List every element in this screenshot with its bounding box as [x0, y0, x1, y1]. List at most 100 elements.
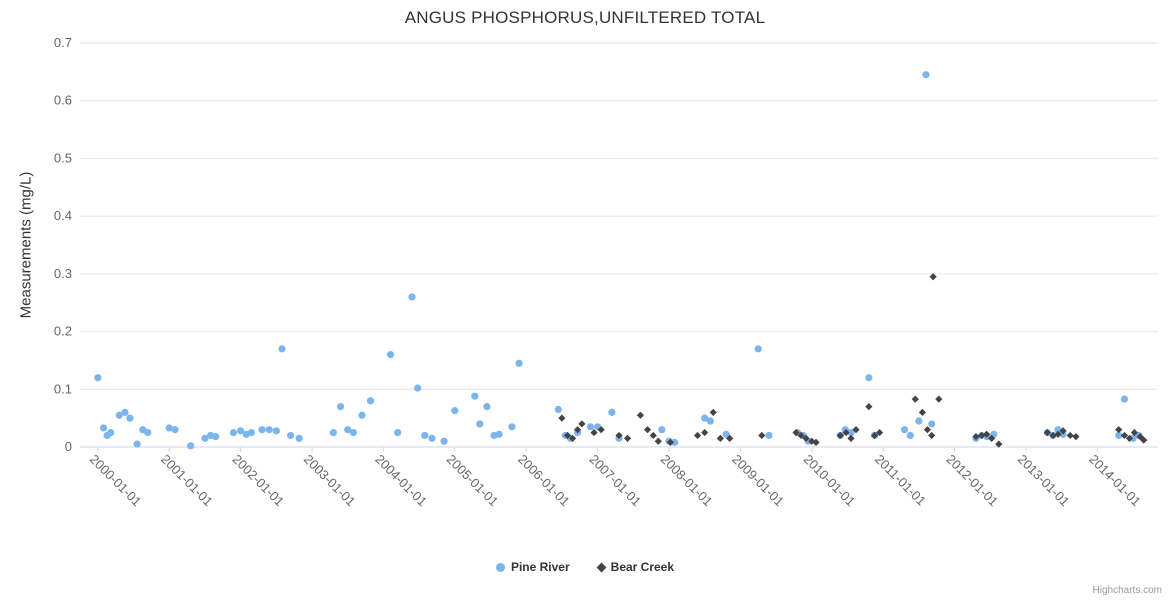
data-point-pine-river[interactable]: [847, 428, 855, 437]
data-point-bear-creek[interactable]: [802, 434, 810, 442]
data-point-pine-river[interactable]: [1120, 395, 1129, 403]
data-point-bear-creek[interactable]: [1140, 436, 1148, 444]
data-point-bear-creek[interactable]: [1125, 434, 1134, 442]
highcharts-credit[interactable]: Highcharts.com: [1092, 585, 1162, 596]
data-point-bear-creek[interactable]: [1115, 426, 1123, 434]
data-point-pine-river[interactable]: [658, 426, 666, 434]
data-point-pine-river[interactable]: [358, 411, 366, 419]
data-point-pine-river[interactable]: [386, 351, 395, 359]
data-point-pine-river[interactable]: [428, 434, 436, 442]
data-point-pine-river[interactable]: [440, 437, 448, 445]
data-point-pine-river[interactable]: [394, 428, 402, 437]
data-point-bear-creek[interactable]: [870, 431, 879, 440]
data-point-bear-creek[interactable]: [590, 428, 598, 437]
data-point-pine-river[interactable]: [586, 423, 595, 431]
data-point-bear-creek[interactable]: [573, 426, 582, 434]
data-point-pine-river[interactable]: [1115, 431, 1123, 440]
data-point-pine-river[interactable]: [171, 426, 179, 434]
data-point-bear-creek[interactable]: [911, 395, 919, 403]
data-point-bear-creek[interactable]: [836, 431, 844, 440]
data-point-pine-river[interactable]: [349, 428, 358, 437]
data-point-bear-creek[interactable]: [643, 426, 652, 434]
data-point-pine-river[interactable]: [201, 434, 209, 442]
data-point-bear-creek[interactable]: [709, 408, 717, 416]
data-point-pine-river[interactable]: [94, 374, 102, 382]
data-point-pine-river[interactable]: [754, 345, 762, 353]
data-point-pine-river[interactable]: [187, 442, 195, 450]
data-point-pine-river[interactable]: [258, 426, 266, 434]
data-point-bear-creek[interactable]: [928, 431, 936, 440]
data-point-bear-creek[interactable]: [578, 420, 586, 428]
data-point-pine-river[interactable]: [495, 430, 503, 438]
data-point-pine-river[interactable]: [165, 424, 173, 432]
data-point-bear-creek[interactable]: [1130, 428, 1139, 437]
data-point-bear-creek[interactable]: [792, 428, 800, 437]
data-point-bear-creek[interactable]: [847, 434, 855, 442]
data-point-bear-creek[interactable]: [978, 431, 986, 440]
data-point-bear-creek[interactable]: [1066, 431, 1074, 440]
data-point-pine-river[interactable]: [671, 438, 679, 446]
data-point-bear-creek[interactable]: [636, 411, 645, 419]
data-point-bear-creek[interactable]: [797, 431, 805, 440]
data-point-bear-creek[interactable]: [558, 414, 566, 422]
data-point-bear-creek[interactable]: [654, 437, 662, 445]
data-point-pine-river[interactable]: [212, 433, 220, 441]
data-point-pine-river[interactable]: [336, 403, 345, 411]
legend-item-bear-creek[interactable]: Bear Creek: [596, 560, 674, 574]
data-point-pine-river[interactable]: [287, 431, 295, 440]
data-point-bear-creek[interactable]: [1049, 431, 1057, 440]
data-point-bear-creek[interactable]: [875, 428, 884, 437]
data-point-pine-river[interactable]: [366, 397, 375, 405]
data-point-bear-creek[interactable]: [758, 431, 766, 440]
data-point-bear-creek[interactable]: [865, 403, 873, 411]
data-point-pine-river[interactable]: [706, 417, 714, 425]
data-point-bear-creek[interactable]: [842, 428, 850, 437]
data-point-pine-river[interactable]: [508, 423, 516, 431]
data-point-pine-river[interactable]: [421, 431, 429, 440]
data-point-pine-river[interactable]: [928, 420, 936, 428]
data-point-pine-river[interactable]: [133, 440, 141, 448]
data-point-bear-creek[interactable]: [615, 431, 623, 440]
data-point-pine-river[interactable]: [701, 414, 709, 422]
data-point-pine-river[interactable]: [476, 420, 484, 428]
data-point-bear-creek[interactable]: [983, 430, 991, 438]
data-point-bear-creek[interactable]: [812, 438, 820, 446]
data-point-bear-creek[interactable]: [852, 426, 860, 434]
data-point-bear-creek[interactable]: [666, 438, 675, 446]
data-point-pine-river[interactable]: [272, 427, 280, 435]
data-point-pine-river[interactable]: [99, 424, 108, 432]
data-point-pine-river[interactable]: [278, 345, 286, 353]
data-point-pine-river[interactable]: [915, 417, 923, 425]
data-point-pine-river[interactable]: [408, 293, 416, 301]
data-point-pine-river[interactable]: [1054, 426, 1062, 434]
data-point-bear-creek[interactable]: [1136, 433, 1144, 441]
data-point-bear-creek[interactable]: [649, 431, 657, 440]
data-point-pine-river[interactable]: [554, 405, 562, 414]
data-point-pine-river[interactable]: [107, 428, 115, 437]
data-point-pine-river[interactable]: [900, 426, 909, 434]
data-point-bear-creek[interactable]: [716, 434, 724, 442]
data-point-pine-river[interactable]: [471, 392, 479, 400]
data-point-bear-creek[interactable]: [568, 434, 577, 442]
data-point-pine-river[interactable]: [121, 408, 129, 416]
data-point-bear-creek[interactable]: [918, 408, 927, 416]
data-point-bear-creek[interactable]: [1043, 428, 1051, 437]
data-point-pine-river[interactable]: [247, 428, 255, 437]
data-point-bear-creek[interactable]: [995, 440, 1003, 448]
data-point-bear-creek[interactable]: [623, 434, 632, 442]
data-point-pine-river[interactable]: [515, 359, 523, 367]
data-point-pine-river[interactable]: [414, 384, 422, 392]
data-point-pine-river[interactable]: [295, 434, 303, 442]
data-point-pine-river[interactable]: [765, 431, 773, 440]
data-point-pine-river[interactable]: [922, 71, 930, 79]
data-point-pine-river[interactable]: [126, 414, 134, 422]
data-point-bear-creek[interactable]: [1120, 431, 1129, 440]
data-point-pine-river[interactable]: [144, 428, 152, 437]
data-point-pine-river[interactable]: [344, 426, 352, 434]
data-point-bear-creek[interactable]: [726, 434, 734, 442]
data-point-bear-creek[interactable]: [1054, 430, 1062, 438]
data-point-pine-river[interactable]: [865, 374, 873, 382]
data-point-bear-creek[interactable]: [1072, 433, 1080, 441]
legend-item-pine-river[interactable]: Pine River: [495, 560, 570, 574]
data-point-pine-river[interactable]: [265, 426, 273, 434]
